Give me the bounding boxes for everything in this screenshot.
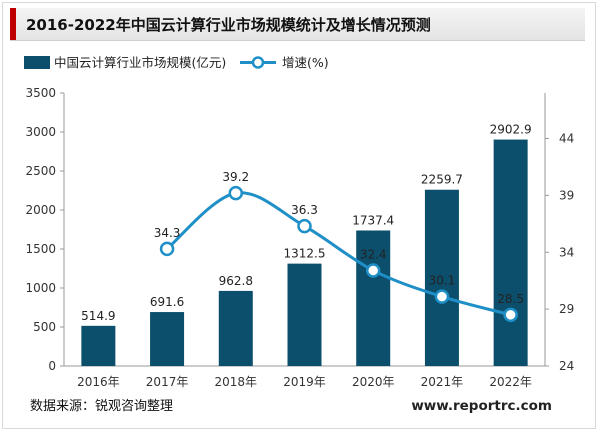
- chart-title: 2016-2022年中国云计算行业市场规模统计及增长情况预测: [26, 16, 431, 34]
- legend-bar-swatch: [24, 56, 50, 69]
- bar: [424, 189, 459, 366]
- y-left-tick-label: 500: [33, 320, 56, 334]
- x-tick-label: 2022年: [489, 375, 532, 389]
- title-bar: 2016-2022年中国云计算行业市场规模统计及增长情况预测: [10, 8, 585, 41]
- bar: [356, 230, 391, 366]
- website-url: www.reportrc.com: [411, 398, 552, 414]
- x-tick-label: 2020年: [352, 375, 395, 389]
- growth-line-path: [166, 191, 512, 317]
- bar-value-label: 514.9: [81, 309, 115, 323]
- bar-value-label: 1737.4: [352, 213, 394, 227]
- bar: [287, 263, 322, 366]
- bar-value-label: 2259.7: [421, 173, 463, 187]
- y-right-tick-label: 34: [559, 245, 574, 259]
- y-left-tick-label: 3000: [25, 125, 56, 139]
- x-tick-label: 2019年: [283, 375, 326, 389]
- legend-bar-label: 中国云计算行业市场规模(亿元): [54, 55, 226, 70]
- bar-value-label: 2902.9: [490, 123, 532, 137]
- y-right-tick-label: 29: [559, 302, 574, 316]
- bar-value-label: 1312.5: [284, 247, 326, 261]
- bar: [218, 290, 253, 366]
- y-left-tick-label: 0: [48, 359, 56, 373]
- bars: [81, 139, 528, 366]
- x-tick-label: 2018年: [215, 375, 258, 389]
- legend: 中国云计算行业市场规模(亿元) 增速(%): [24, 55, 329, 70]
- growth-line: [159, 185, 518, 323]
- growth-value-label: 36.3: [291, 203, 318, 217]
- bar: [150, 312, 185, 366]
- bar-value-label: 962.8: [219, 274, 253, 288]
- growth-point: [228, 185, 244, 201]
- y-right-tick-label: 39: [559, 188, 574, 202]
- bar-value-label: 691.6: [150, 295, 184, 309]
- y-left-tick-label: 2000: [25, 203, 56, 217]
- x-tick-label: 2021年: [421, 375, 464, 389]
- legend-line-marker: [251, 56, 265, 69]
- growth-point: [434, 289, 450, 304]
- growth-value-label: 28.5: [497, 292, 524, 306]
- bar: [81, 325, 116, 366]
- y-right-tick-label: 44: [559, 132, 574, 146]
- title-accent-bar: [10, 8, 16, 40]
- growth-point: [159, 241, 175, 257]
- y-left-tick-label: 2500: [25, 164, 56, 178]
- growth-point: [297, 218, 312, 234]
- y-right-tick-label: 24: [559, 359, 574, 373]
- y-left-tick-label: 1000: [25, 281, 56, 295]
- source-note: 数据来源：锐观咨询整理: [30, 399, 173, 414]
- data-labels: 514.9 691.6 962.8 1312.5 1737.4 2259.7 2902.9 3…: [81, 123, 531, 323]
- y-left-tick-label: 1500: [25, 242, 56, 256]
- growth-value-label: 32.4: [360, 247, 387, 261]
- chart-frame: [2, 2, 596, 429]
- bar: [493, 139, 528, 366]
- x-tick-label: 2017年: [146, 375, 189, 389]
- growth-value-label: 39.2: [222, 170, 249, 184]
- x-tick-label: 2016年: [77, 375, 120, 389]
- growth-point: [365, 263, 381, 278]
- growth-value-label: 30.1: [429, 274, 456, 288]
- legend-line-label: 增速(%): [282, 55, 329, 70]
- y-left-tick-label: 3500: [25, 86, 56, 100]
- growth-value-label: 34.3: [154, 226, 181, 240]
- growth-point: [503, 307, 518, 323]
